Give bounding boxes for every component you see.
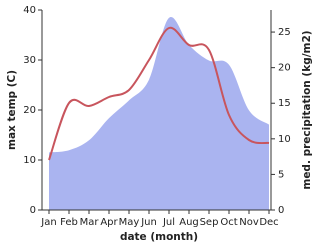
- y2-tick-label: 25: [278, 27, 291, 38]
- y-tick-label: 40: [23, 5, 36, 16]
- y-axis-label: max temp (C): [6, 70, 18, 150]
- y2-tick-label: 20: [278, 63, 291, 74]
- x-tick-label: Aug: [179, 217, 199, 228]
- y2-axis-label: med. precipitation (kg/m2): [301, 30, 313, 189]
- x-tick-label: Apr: [100, 217, 118, 228]
- x-axis-label: date (month): [120, 231, 198, 243]
- x-tick-label: Nov: [239, 217, 259, 228]
- y2-tick-label: 0: [278, 205, 284, 216]
- x-tick-label: Sep: [200, 217, 219, 228]
- y-tick-label: 20: [23, 105, 36, 116]
- y-tick-label: 0: [30, 205, 36, 216]
- x-tick-label: Jul: [162, 217, 175, 228]
- x-tick-label: Feb: [60, 217, 78, 228]
- x-tick-label: Dec: [259, 217, 278, 228]
- y2-tick-label: 15: [278, 98, 291, 109]
- x-tick-label: Oct: [220, 217, 237, 228]
- x-tick-label: May: [119, 217, 140, 228]
- y2-tick-label: 10: [278, 134, 291, 145]
- y-tick-label: 30: [23, 55, 36, 66]
- y-tick-label: 10: [23, 155, 36, 166]
- x-tick-label: Jan: [40, 217, 56, 228]
- x-tick-label: Jun: [140, 217, 157, 228]
- x-tick-label: Mar: [80, 217, 100, 228]
- y2-tick-label: 5: [278, 169, 284, 180]
- precip-area: [49, 16, 269, 211]
- temp-line: [48, 26, 270, 161]
